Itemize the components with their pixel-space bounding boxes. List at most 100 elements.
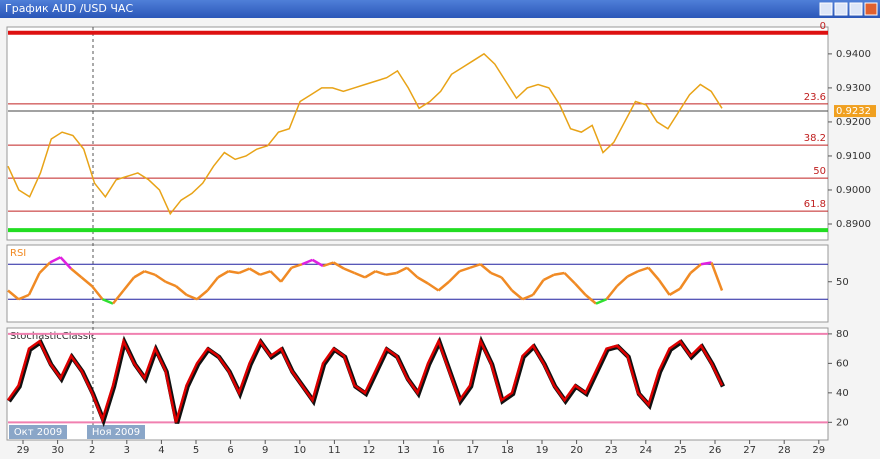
- rsi-segment: [500, 276, 513, 292]
- x-tick-label: 9: [262, 445, 268, 456]
- x-tick-label: 24: [639, 445, 652, 456]
- y-tick-label: 0.9000: [836, 185, 871, 196]
- rsi-segment: [479, 263, 492, 274]
- rsi-segment: [112, 289, 125, 305]
- rsi-segment: [175, 285, 188, 296]
- rsi-segment: [38, 261, 51, 274]
- rsi-segment: [301, 258, 313, 266]
- rsi-segment: [522, 293, 534, 301]
- button-minimize[interactable]: [834, 2, 848, 16]
- x-tick-label: 3: [124, 445, 130, 456]
- button-maximize[interactable]: [849, 2, 863, 16]
- rsi-segment: [531, 279, 545, 296]
- x-tick-label: 23: [605, 445, 618, 456]
- rsi-segment: [490, 271, 502, 279]
- y-tick-label: 40: [836, 388, 849, 399]
- y-tick-label: 80: [836, 329, 849, 340]
- rsi-segment: [154, 273, 167, 283]
- rsi-segment: [668, 287, 681, 296]
- rsi-segment: [637, 266, 649, 273]
- rsi-segment: [689, 263, 702, 274]
- x-tick-label: 26: [709, 445, 722, 456]
- y-tick-label: 0.9200: [836, 117, 871, 128]
- rsi-segment: [91, 285, 104, 301]
- fib-label: 50: [813, 166, 826, 177]
- rsi-segment: [59, 256, 72, 270]
- x-tick-label: 20: [570, 445, 583, 456]
- rsi-segment: [678, 272, 692, 290]
- rsi-segment: [291, 263, 303, 269]
- y-tick-label: 0.9300: [836, 83, 871, 94]
- rsi-segment: [238, 267, 250, 275]
- rsi-segment: [448, 270, 461, 283]
- title-bar: [0, 0, 880, 18]
- rsi-segment: [427, 282, 440, 292]
- x-tick-label: 19: [536, 445, 549, 456]
- stochastic-title: StochasticClassic: [10, 331, 96, 342]
- rsi-segment: [511, 289, 524, 301]
- rsi-segment: [70, 267, 83, 279]
- y-tick-label: 20: [836, 417, 849, 428]
- rsi-segment: [269, 270, 282, 283]
- rsi-segment: [459, 266, 471, 273]
- rsi-segment: [437, 280, 450, 292]
- rsi-segment: [626, 270, 639, 278]
- rsi-segment: [385, 271, 397, 276]
- rsi-segment: [395, 266, 408, 275]
- fib-label: 61.8: [804, 199, 826, 210]
- rsi-segment: [165, 280, 177, 288]
- rsi-segment: [196, 289, 209, 301]
- button-close[interactable]: [864, 2, 878, 16]
- x-tick-label: 13: [397, 445, 410, 456]
- rsi-segment: [657, 279, 671, 296]
- x-tick-label: 10: [293, 445, 306, 456]
- rsi-segment: [280, 267, 293, 283]
- x-tick-label: 18: [501, 445, 514, 456]
- rsi-segment: [584, 293, 597, 305]
- y-tick-label: 0.9100: [836, 151, 871, 162]
- x-tick-label: 2: [89, 445, 95, 456]
- rsi-segment: [553, 271, 565, 276]
- price-panel: [6, 26, 829, 241]
- rsi-segment: [416, 276, 429, 285]
- rsi-segment: [102, 298, 114, 305]
- window-buttons[interactable]: [819, 2, 878, 16]
- stochastic-line: [6, 337, 724, 424]
- rsi-segment: [574, 282, 587, 296]
- last-price-label: 0.9232: [836, 106, 871, 117]
- rsi-segment: [186, 293, 198, 301]
- period-label: Ноя 2009: [92, 427, 140, 438]
- period-label: Окт 2009: [14, 427, 62, 438]
- x-tick-label: 29: [812, 445, 825, 456]
- y-tick-label: 0.8900: [836, 219, 871, 230]
- x-tick-label: 5: [193, 445, 199, 456]
- y-tick-label: 60: [836, 358, 849, 369]
- rsi-segment: [469, 263, 481, 269]
- rsi-segment: [647, 266, 660, 281]
- rsi-segment: [122, 276, 135, 292]
- rsi-segment: [354, 271, 366, 279]
- window-title: График AUD /USD ЧАС: [5, 2, 133, 15]
- rsi-segment: [542, 273, 555, 282]
- y-tick-label: 50: [836, 277, 849, 288]
- rsi-segment: [248, 267, 261, 276]
- rsi-segment: [18, 293, 30, 301]
- x-tick-label: 12: [363, 445, 376, 456]
- period-box: [9, 425, 67, 439]
- rsi-segment: [7, 289, 20, 301]
- x-tick-label: 17: [466, 445, 479, 456]
- rsi-segment: [322, 261, 334, 268]
- x-tick-label: 11: [328, 445, 341, 456]
- rsi-segment: [595, 298, 607, 305]
- rsi-segment: [228, 270, 240, 275]
- rsi-segment: [375, 270, 387, 276]
- rsi-segment: [406, 266, 419, 279]
- rsi-segment: [343, 267, 355, 275]
- rsi-segment: [616, 275, 629, 288]
- rsi-segment: [80, 276, 93, 288]
- rsi-panel: [6, 244, 829, 323]
- rsi-segment: [206, 276, 219, 292]
- last-price-box: [834, 105, 876, 118]
- button-restore[interactable]: [819, 2, 833, 16]
- x-tick-label: 16: [432, 445, 445, 456]
